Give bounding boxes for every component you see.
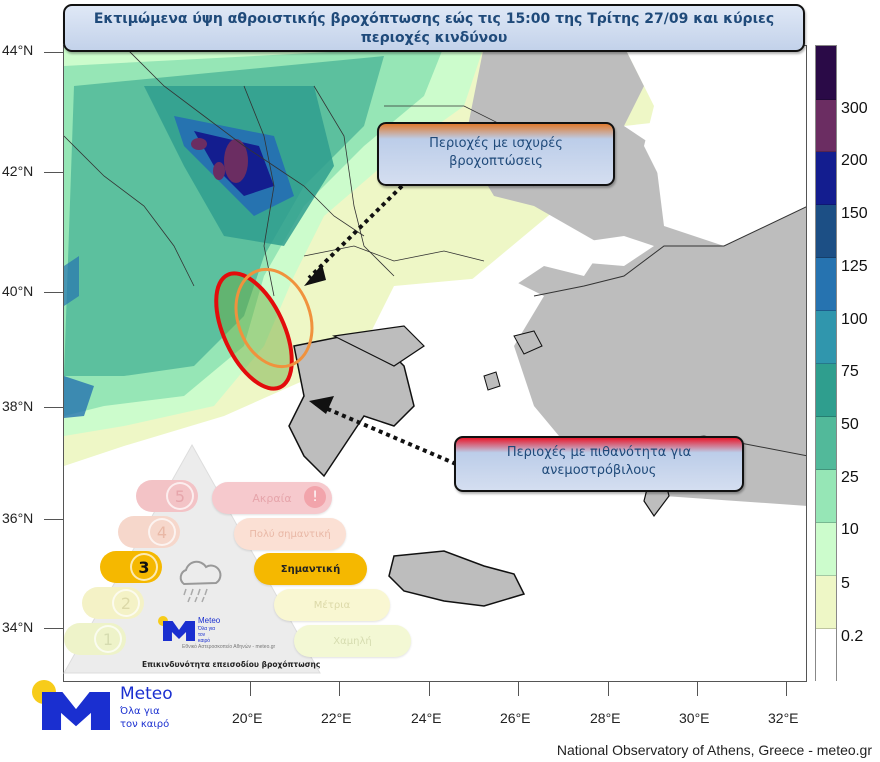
lat-label: 38°N [2,398,34,414]
lat-label: 34°N [2,619,34,635]
colorbar-segment [816,629,836,682]
tornado-line-1: Περιοχές με πιθανότητα για [506,445,692,460]
risk-level-5: Ακραία ! [212,482,332,514]
footer-credit: National Observatory of Athens, Greece -… [556,742,872,758]
lon-tick [697,682,698,696]
colorbar-label: 75 [841,363,859,380]
lon-tick [429,682,430,696]
colorbar-label: 100 [841,311,868,328]
colorbar-segment [816,205,836,258]
lon-label: 32°E [768,710,799,726]
colorbar-label: 200 [841,152,868,169]
risk-level-4: Πολύ σημαντική [234,518,346,550]
lat-tick [44,292,64,293]
mini-logo-tagline-1: Όλα για [198,626,216,632]
risk-level-2: Μέτρια [274,589,390,621]
tornado-callout: Περιοχές με πιθανότητα για ανεμοστρόβιλο… [454,436,744,492]
risk-level-3-label: Σημαντική [280,563,341,575]
lat-tick [44,628,64,629]
logo-tagline-2: τον καιρό [120,719,170,730]
risk-level-1: Χαμηλή [294,625,411,657]
lon-label: 20°E [232,710,263,726]
heavy-rain-callout: Περιοχές με ισχυρές βροχοπτώσεις [377,122,615,186]
logo-text: Meteo Όλα για τον καιρό [120,684,173,730]
title-line-1: Εκτιμώμενα ύψη αθροιστικής βροχόπτωσης ε… [93,11,775,27]
mini-m-icon [163,621,195,641]
colorbar-label: 300 [841,100,868,117]
mini-logo-name: Meteo [198,616,221,625]
lat-tick [44,172,64,173]
rainfall-colorbar [815,45,837,682]
risk-level-1-label: Χαμηλή [333,635,372,647]
logo-name: Meteo [120,684,173,704]
risk-level-5-label: Ακραία [252,491,292,505]
title-line-2: περιοχές κινδύνου [360,30,508,46]
logo-tagline-1: Όλα για [120,706,160,717]
colorbar-label: 50 [841,416,859,433]
heavy-rain-line-1: Περιοχές με ισχυρές [429,136,563,151]
mini-meteo-logo: Meteo Όλα για τον καιρό [158,616,221,644]
rain-cloud-icon [179,560,222,603]
lon-label: 26°E [500,710,531,726]
lon-tick [518,682,519,696]
mini-logo-tagline: Όλα για τον καιρό [198,626,218,644]
lon-label: 24°E [411,710,442,726]
meteo-logo: Meteo Όλα για τον καιρό [30,680,190,740]
map-title: Εκτιμώμενα ύψη αθροιστικής βροχόπτωσης ε… [63,4,805,52]
colorbar-segment [816,258,836,311]
lat-tick [44,519,64,520]
lon-label: 28°E [590,710,621,726]
risk-level-2-label: Μέτρια [313,599,351,611]
heavy-rain-line-2: βροχοπτώσεις [449,154,543,169]
colorbar-segment [816,417,836,470]
colorbar-segment [816,470,836,523]
colorbar-segment [816,364,836,417]
colorbar-label: 25 [841,469,859,486]
lat-label: 42°N [2,163,34,179]
lat-tick [44,52,64,53]
lat-tick [44,407,64,408]
colorbar-label: 10 [841,521,859,538]
colorbar-label: 125 [841,258,868,275]
lon-label: 30°E [679,710,710,726]
mini-logo-tagline-2: τον καιρό [198,632,211,644]
level-badge-3: 3 [130,553,158,581]
lat-label: 40°N [2,283,34,299]
lon-tick [786,682,787,696]
lon-tick [250,682,251,696]
lon-label: 22°E [321,710,352,726]
colorbar-segment [816,523,836,576]
risk-level-3: Σημαντική [254,553,367,585]
risk-pyramid: Ακραία ! Πολύ σημαντική Σημαντική Μέτρια… [62,440,422,680]
lat-label: 36°N [2,510,34,526]
lon-tick [339,682,340,696]
lon-tick [608,682,609,696]
colorbar-segment [816,576,836,629]
level-badge-5: 5 [166,482,194,510]
colorbar-segment [816,46,836,100]
colorbar-segment [816,152,836,205]
colorbar-label: 0.2 [841,628,864,645]
alert-icon: ! [304,486,326,508]
colorbar-label: 150 [841,205,868,222]
tornado-line-2: ανεμοστρόβιλους [541,463,657,478]
level-badge-2: 2 [112,589,140,617]
pyramid-source: Εθνικό Αστεροσκοπείο Αθηνών - meteo.gr [182,644,276,650]
colorbar-segment [816,311,836,364]
m-logo-icon [42,692,110,730]
pyramid-caption: Επικινδυνότητα επεισοδίου βροχόπτωσης [142,660,321,669]
lat-label: 44°N [2,42,34,58]
risk-level-4-label: Πολύ σημαντική [249,528,331,540]
level-badge-1: 1 [94,625,122,653]
colorbar-segment [816,100,836,152]
colorbar-label: 5 [841,575,850,592]
level-badge-4: 4 [148,518,176,546]
